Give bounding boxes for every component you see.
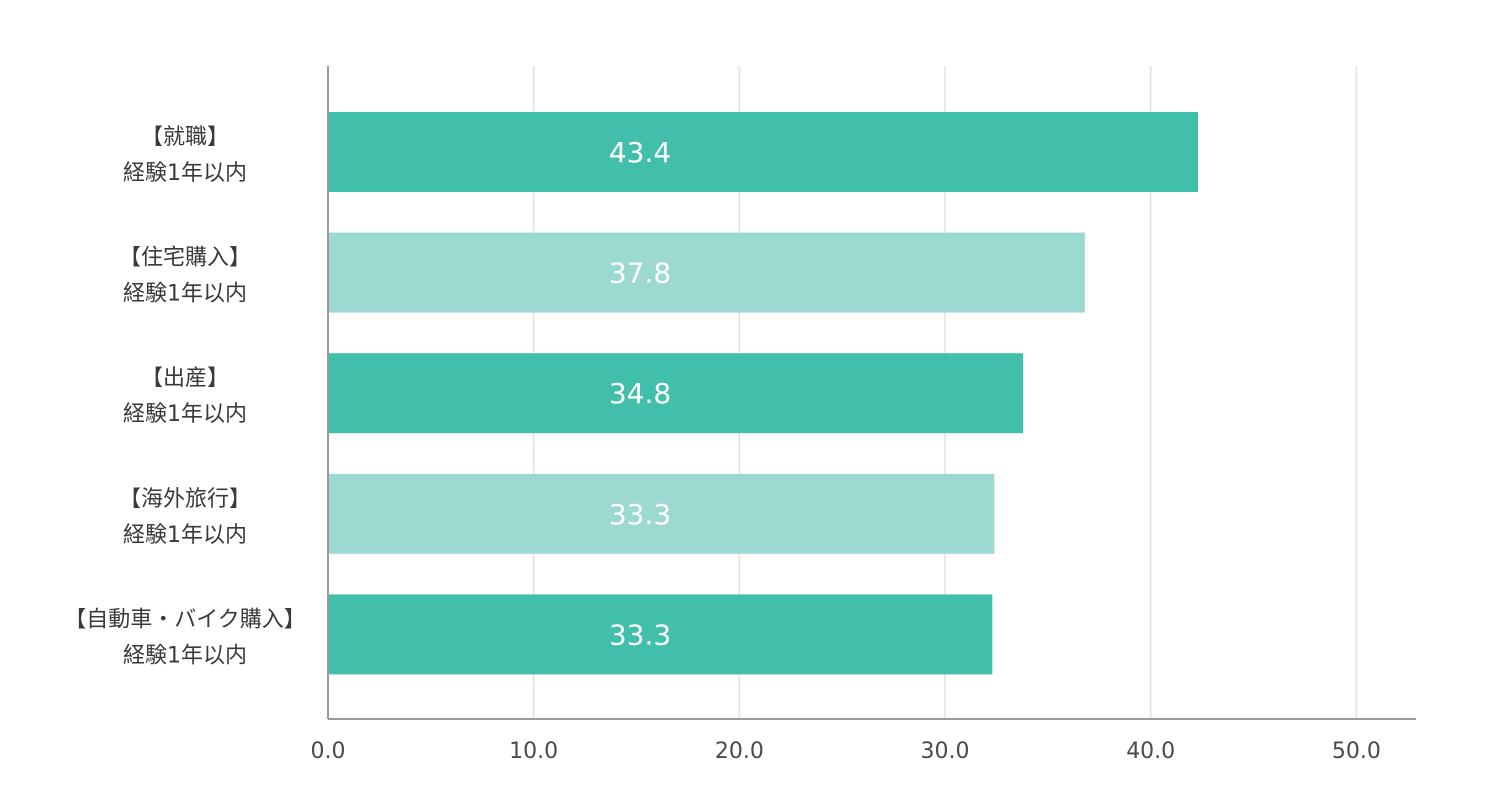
value-labels: 43.4 37.8 34.8 33.3 33.3 <box>609 136 671 651</box>
category-label-3: 【海外旅行】経験1年以内 <box>119 487 251 548</box>
bar-1 <box>328 232 1085 313</box>
category-label-3-line-1: 経験1年以内 <box>123 523 247 548</box>
category-label-1-line-0: 【住宅購入】 <box>119 246 251 271</box>
bar-3 <box>328 473 995 554</box>
value-label-4: 33.3 <box>609 618 671 651</box>
category-label-1: 【住宅購入】経験1年以内 <box>119 246 251 307</box>
x-tick-label-4: 40.0 <box>1126 739 1175 764</box>
x-tick-label-2: 20.0 <box>715 739 764 764</box>
category-labels: 【就職】経験1年以内【住宅購入】経験1年以内【出産】経験1年以内【海外旅行】経験… <box>64 125 306 668</box>
x-tick-label-0: 0.0 <box>311 739 346 764</box>
category-label-3-line-0: 【海外旅行】 <box>119 487 251 512</box>
category-label-2-line-1: 経験1年以内 <box>123 402 247 427</box>
value-label-1: 37.8 <box>609 257 671 290</box>
value-label-2: 34.8 <box>609 377 671 410</box>
category-label-0-line-0: 【就職】 <box>141 125 229 150</box>
category-label-2: 【出産】経験1年以内 <box>123 366 247 427</box>
bar-2 <box>328 353 1024 434</box>
x-tick-label-5: 50.0 <box>1332 739 1381 764</box>
axes <box>327 66 1416 720</box>
category-label-2-line-0: 【出産】 <box>141 366 229 391</box>
category-label-1-line-1: 経験1年以内 <box>123 282 247 307</box>
category-label-4-line-0: 【自動車・バイク購入】 <box>64 607 306 632</box>
bar-4 <box>328 594 993 675</box>
x-tick-label-1: 10.0 <box>509 739 558 764</box>
category-label-0: 【就職】経験1年以内 <box>123 125 247 186</box>
category-label-4: 【自動車・バイク購入】経験1年以内 <box>64 607 306 668</box>
bar-0 <box>328 112 1198 192</box>
value-label-0: 43.4 <box>609 136 671 169</box>
value-label-3: 33.3 <box>609 498 671 531</box>
category-label-4-line-1: 経験1年以内 <box>123 643 247 668</box>
x-tick-label-3: 30.0 <box>921 739 970 764</box>
bars <box>328 112 1198 675</box>
x-tick-labels: 0.0 10.0 20.0 30.0 40.0 50.0 <box>311 739 1381 764</box>
category-label-0-line-1: 経験1年以内 <box>123 161 247 186</box>
